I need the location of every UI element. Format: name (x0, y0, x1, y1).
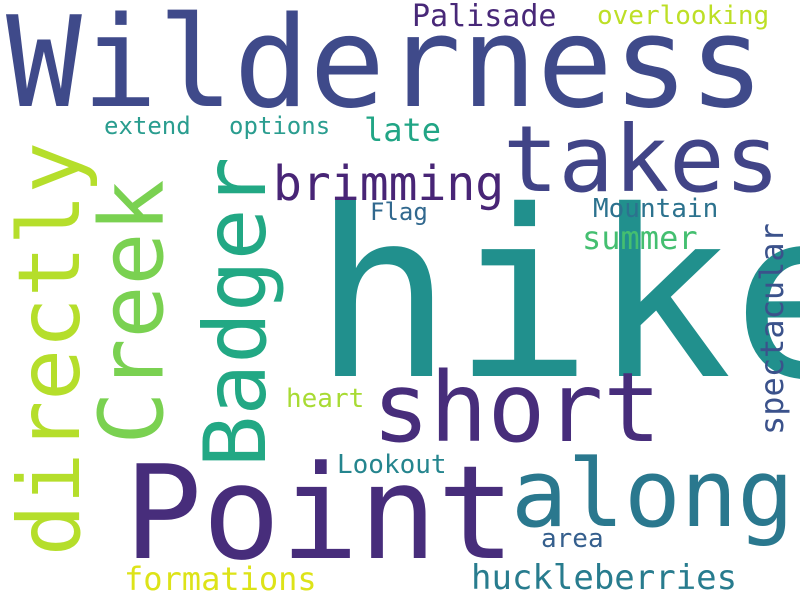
word-palisade: Palisade (412, 0, 557, 34)
word-extend: extend (104, 112, 191, 140)
word-brimming: brimming (273, 156, 505, 212)
word-spectacular: spectacular (753, 223, 791, 435)
word-mountain: Mountain (593, 194, 719, 224)
word-huckleberries: huckleberries (471, 558, 738, 598)
word-lookout: Lookout (337, 450, 447, 480)
word-summer: summer (582, 219, 698, 257)
word-late: late (364, 111, 442, 149)
word-badger: Badger (186, 156, 286, 468)
word-directly: directly (0, 141, 100, 557)
word-flag: Flag (370, 198, 428, 226)
word-wilderness: Wilderness (6, 0, 765, 136)
word-point: Point (124, 437, 516, 589)
word-creek: Creek (80, 179, 184, 445)
word-hike: hike (313, 161, 800, 431)
word-options: options (229, 112, 331, 140)
word-overlooking: overlooking (597, 1, 770, 31)
word-short: short (372, 352, 661, 464)
word-heart: heart (286, 384, 365, 414)
word-formations: formations (124, 560, 317, 598)
word-along: along (511, 440, 794, 549)
word-area: area (541, 524, 604, 554)
word-takes: takes (503, 106, 780, 213)
